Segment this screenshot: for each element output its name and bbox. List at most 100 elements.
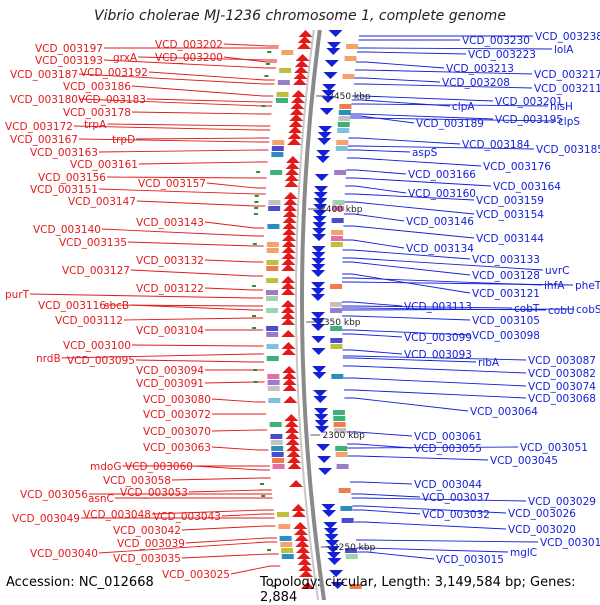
minus-strand-gene-arrow bbox=[283, 396, 298, 403]
left-label-connector bbox=[188, 489, 272, 493]
minus-strand-gene-arrow bbox=[284, 180, 299, 187]
cog-feature-block bbox=[332, 206, 345, 211]
plus-strand-gene-arrow bbox=[321, 90, 336, 97]
left-gene-label: VCD_003122 bbox=[136, 283, 204, 295]
minus-strand-gene-arrow bbox=[282, 228, 297, 235]
cog-feature-block bbox=[272, 140, 285, 145]
cog-feature-block bbox=[274, 110, 287, 115]
plus-strand-gene-arrow bbox=[315, 426, 330, 433]
right-label-connector bbox=[342, 249, 471, 260]
cog-feature-block bbox=[266, 302, 279, 307]
minus-strand-gene-arrow bbox=[281, 342, 296, 349]
cog-feature-block bbox=[331, 236, 344, 241]
left-gene-label: VCD_003094 bbox=[136, 365, 204, 377]
left-gene-label: VCD_003140 bbox=[33, 224, 101, 236]
minus-strand-gene-arrow bbox=[281, 300, 296, 307]
right-label-connector bbox=[356, 539, 539, 543]
left-gene-label: VCD_003180 bbox=[10, 94, 78, 106]
cog-feature-block bbox=[345, 548, 358, 553]
right-label-connector bbox=[342, 257, 544, 271]
right-label-connector bbox=[348, 137, 461, 145]
right-gene-label: mglC bbox=[510, 547, 537, 559]
plus-strand-gene-arrow bbox=[324, 60, 339, 67]
right-label-connector bbox=[347, 149, 411, 153]
right-gene-label: VCD_003217 bbox=[534, 69, 600, 81]
right-gene-label: VCD_003105 bbox=[472, 315, 540, 327]
cog-feature-block bbox=[337, 122, 350, 127]
right-gene-label: clpS bbox=[558, 116, 580, 128]
map-title: Vibrio cholerae MJ-1236 chromosome 1, co… bbox=[94, 8, 506, 24]
right-gene-label: VCD_003044 bbox=[414, 479, 482, 491]
cog-feature-block bbox=[266, 266, 279, 271]
right-label-connector bbox=[342, 355, 527, 361]
minus-strand-gene-arrow bbox=[297, 42, 312, 49]
cog-feature-block bbox=[271, 152, 284, 157]
right-label-connector bbox=[342, 308, 575, 311]
rna-feature-mark bbox=[265, 63, 270, 65]
right-gene-label: VCD_003176 bbox=[483, 161, 551, 173]
left-label-connector bbox=[127, 241, 264, 247]
left-gene-label: VCD_003156 bbox=[38, 172, 106, 184]
cog-feature-block bbox=[330, 302, 343, 307]
minus-strand-gene-arrow bbox=[283, 192, 298, 199]
left-gene-label: VCD_003035 bbox=[113, 553, 181, 565]
right-gene-label: ihfA bbox=[544, 280, 565, 292]
left-gene-label: VCD_003172 bbox=[5, 121, 73, 133]
right-gene-label: VCD_003164 bbox=[493, 181, 561, 193]
right-gene-label: ribA bbox=[478, 357, 500, 369]
right-label-connector bbox=[350, 481, 413, 485]
left-label-connector bbox=[136, 200, 266, 207]
plus-strand-gene-arrow bbox=[326, 552, 341, 559]
minus-strand-gene-arrow bbox=[282, 234, 297, 241]
left-label-connector bbox=[131, 344, 264, 347]
left-gene-label: VCD_003091 bbox=[136, 378, 204, 390]
gene-features: 2450 kbp 2400 kbp 2350 kbp 2300 kbp 2250 kbp bbox=[252, 30, 376, 589]
right-label-connector bbox=[342, 277, 543, 286]
minus-strand-gene-arrow bbox=[294, 534, 309, 541]
right-label-connector bbox=[342, 273, 471, 294]
left-label-connector bbox=[98, 149, 269, 153]
right-gene-label: VCD_003121 bbox=[472, 288, 540, 300]
minus-strand-gene-arrow bbox=[285, 156, 300, 163]
minus-strand-gene-arrow bbox=[283, 204, 298, 211]
cog-feature-block bbox=[266, 308, 279, 313]
left-gene-label: VCD_003100 bbox=[63, 340, 131, 352]
right-label-connector bbox=[345, 185, 407, 194]
left-label-connector bbox=[221, 513, 275, 517]
right-gene-label: VCD_003160 bbox=[408, 188, 476, 200]
left-label-connector bbox=[98, 188, 266, 195]
right-gene-label: VCD_003045 bbox=[490, 455, 558, 467]
left-label-connector bbox=[181, 553, 279, 559]
left-gene-label: VCD_003080 bbox=[143, 394, 211, 406]
plus-strand-gene-arrow bbox=[311, 264, 326, 271]
rna-feature-mark bbox=[261, 495, 266, 497]
plus-strand-gene-arrow bbox=[313, 396, 328, 403]
cog-feature-block bbox=[330, 326, 343, 331]
right-label-connector bbox=[344, 201, 475, 215]
left-label-connector bbox=[146, 98, 273, 103]
plus-strand-gene-arrow bbox=[318, 468, 333, 475]
minus-strand-gene-arrow bbox=[285, 438, 300, 445]
right-gene-label: VCD_003055 bbox=[414, 443, 482, 455]
left-label-connector bbox=[171, 477, 271, 481]
cog-feature-block bbox=[335, 146, 348, 151]
cog-feature-block bbox=[268, 200, 281, 205]
cog-feature-block bbox=[266, 296, 279, 301]
left-label-connector bbox=[151, 509, 274, 515]
cog-feature-block bbox=[271, 146, 284, 151]
right-gene-label: VCD_003029 bbox=[528, 496, 596, 508]
right-gene-label: VCD_003082 bbox=[528, 368, 596, 380]
right-label-connector bbox=[357, 547, 509, 553]
left-gene-label: VCD_003197 bbox=[35, 43, 103, 55]
right-label-connector bbox=[343, 213, 405, 222]
backbone-inner bbox=[295, 29, 319, 600]
plus-strand-gene-arrow bbox=[312, 228, 327, 235]
minus-strand-gene-arrow bbox=[281, 312, 296, 319]
cog-feature-block bbox=[266, 242, 279, 247]
rna-feature-mark bbox=[271, 585, 276, 587]
minus-strand-gene-arrow bbox=[293, 522, 308, 529]
right-gene-label: VCD_003195 bbox=[495, 114, 563, 126]
cog-feature-block bbox=[330, 350, 343, 355]
right-gene-label: VCD_003144 bbox=[476, 233, 544, 245]
right-label-connector bbox=[351, 493, 421, 498]
